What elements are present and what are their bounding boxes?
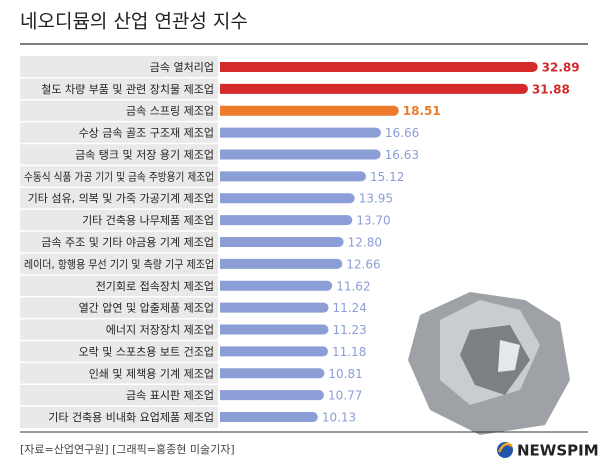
category-label: 금속 열처리업 [150, 61, 214, 74]
bar [220, 105, 399, 116]
logo-icon [497, 442, 513, 458]
bar [220, 215, 353, 226]
category-label: 금속 탱크 및 저장 용기 제조업 [75, 148, 214, 161]
bar [220, 149, 381, 160]
category-label: 에너지 저장장치 제조업 [106, 324, 214, 337]
chart-title: 네오디뮴의 산업 연관성 지수 [20, 11, 248, 33]
value-label: 13.95 [359, 192, 393, 206]
value-label: 10.81 [328, 367, 362, 381]
value-label: 16.66 [385, 126, 419, 140]
bar [220, 171, 367, 182]
category-label: 철도 차량 부품 및 관련 장치물 제조업 [41, 83, 214, 96]
bar [220, 302, 329, 313]
logo-swoosh [497, 442, 513, 453]
category-label: 금속 주조 및 기타 야금용 기계 제조업 [41, 236, 214, 249]
category-label: 오락 및 스포츠용 보트 건조업 [79, 345, 214, 358]
category-label: 금속 표시판 제조업 [126, 389, 214, 402]
value-label: 11.18 [332, 345, 366, 359]
value-label: 13.70 [356, 214, 390, 228]
bar [220, 324, 329, 335]
bar [220, 412, 318, 423]
bar [220, 61, 538, 72]
category-label: 수동식 식품 가공 기기 및 금속 주방용기 제조업 [24, 170, 214, 183]
value-label: 12.80 [348, 236, 382, 250]
value-label: 15.12 [370, 170, 404, 184]
category-label: 금속 스프링 제조업 [126, 105, 214, 118]
value-label: 10.77 [328, 389, 362, 403]
value-label: 11.24 [333, 301, 367, 315]
value-label: 18.51 [403, 104, 441, 118]
metal-image [408, 292, 570, 435]
category-label: 열간 압연 및 압출제품 제조업 [79, 302, 214, 315]
value-label: 11.62 [336, 279, 370, 293]
bar [220, 83, 528, 94]
bar [220, 390, 325, 401]
bar [220, 193, 355, 204]
category-label: 기타 건축용 나무제품 제조업 [82, 214, 214, 227]
value-label: 12.66 [346, 257, 380, 271]
category-label: 레이더, 항행용 무선 기기 및 측량 기구 제조업 [24, 258, 214, 271]
bar [220, 368, 325, 379]
bar [220, 346, 328, 357]
category-label: 수상 금속 골조 구조재 제조업 [79, 127, 214, 140]
bar [220, 237, 344, 247]
bar [220, 258, 343, 269]
category-label: 기타 건축용 비내화 요업제품 제조업 [48, 411, 214, 424]
bar [220, 127, 381, 138]
category-label: 기타 섬유, 의복 및 가죽 가공기계 제조업 [28, 192, 214, 205]
category-label: 전기회로 접속장치 제조업 [96, 280, 214, 293]
value-label: 10.13 [322, 411, 356, 425]
label-column [20, 56, 218, 428]
bar [220, 280, 333, 291]
value-label: 31.88 [532, 82, 570, 96]
category-label: 인쇄 및 제책용 기계 제조업 [89, 367, 214, 380]
value-label: 16.63 [385, 148, 419, 162]
source: [자료=산업연구원] [그래픽=홍종현 미술기자] [20, 442, 235, 456]
logo: NEWSPIM [517, 442, 599, 460]
value-label: 11.23 [332, 323, 366, 337]
value-label: 32.89 [542, 60, 580, 74]
